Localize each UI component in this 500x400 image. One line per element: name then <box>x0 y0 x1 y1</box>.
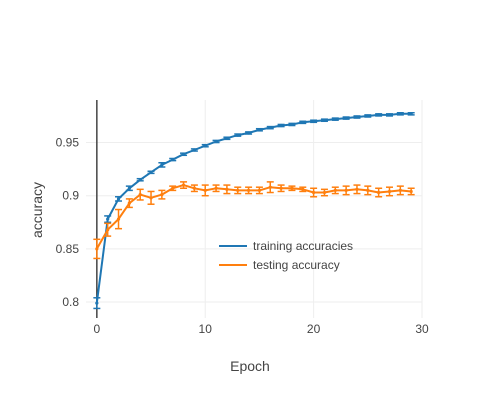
data-point-testing <box>149 196 153 200</box>
data-point-training <box>333 117 337 121</box>
x-tick-label: 0 <box>93 322 100 336</box>
data-point-training <box>268 126 272 130</box>
y-tick-label: 0.9 <box>62 189 79 203</box>
data-point-testing <box>225 187 229 191</box>
data-point-testing <box>409 189 413 194</box>
data-point-training <box>181 152 186 156</box>
data-point-testing <box>279 186 283 190</box>
data-point-testing <box>95 247 99 251</box>
data-point-testing <box>171 186 175 190</box>
data-point-training <box>377 113 381 117</box>
data-point-training <box>225 136 229 140</box>
y-tick-label: 0.8 <box>62 295 79 309</box>
data-point-training <box>160 163 164 167</box>
data-point-training <box>257 128 262 132</box>
x-axis-title: Epoch <box>230 358 270 374</box>
x-tick-label: 20 <box>307 322 321 336</box>
data-point-training <box>116 197 121 201</box>
data-point-testing <box>377 190 381 195</box>
data-point-training <box>366 114 370 118</box>
data-point-testing <box>312 190 316 195</box>
data-point-training <box>127 186 131 190</box>
data-point-testing <box>214 186 218 190</box>
data-point-testing <box>203 188 207 192</box>
y-axis-title: accuracy <box>29 182 45 238</box>
data-point-training <box>355 115 359 119</box>
data-point-testing <box>290 186 294 190</box>
legend-label-training: training accuracies <box>253 239 353 253</box>
data-point-testing <box>366 188 370 192</box>
data-point-training <box>214 139 218 144</box>
y-tick-label: 0.85 <box>56 242 80 256</box>
data-point-training <box>344 116 348 120</box>
data-point-training <box>192 148 196 152</box>
data-point-testing <box>387 189 392 194</box>
data-point-testing <box>355 187 359 191</box>
data-point-testing <box>138 193 142 197</box>
data-point-testing <box>322 190 327 195</box>
data-point-training <box>301 120 305 124</box>
data-point-training <box>95 301 99 305</box>
data-point-training <box>171 157 175 162</box>
data-point-testing <box>181 183 186 187</box>
data-point-testing <box>246 188 251 192</box>
data-point-testing <box>257 188 262 192</box>
x-tick-label: 10 <box>199 322 213 336</box>
series-layer <box>93 112 415 310</box>
data-point-training <box>387 113 392 117</box>
data-point-testing <box>268 185 272 189</box>
data-point-testing <box>106 228 110 232</box>
data-point-testing <box>236 188 240 192</box>
y-tick-label: 0.95 <box>56 136 80 150</box>
data-point-testing <box>116 217 121 221</box>
data-point-training <box>290 122 294 127</box>
series-line-testing <box>95 184 412 250</box>
tick-label-layer: 0.8 0.85 0.9 0.95 0 10 20 30 <box>56 136 429 336</box>
x-tick-label: 30 <box>415 322 429 336</box>
legend: training accuracies testing accuracy <box>219 239 353 272</box>
data-point-training <box>398 112 402 116</box>
data-point-training <box>203 144 207 148</box>
legend-label-testing: testing accuracy <box>253 258 340 272</box>
data-point-training <box>279 123 283 128</box>
data-point-testing <box>160 193 164 197</box>
data-point-testing <box>398 188 402 192</box>
data-point-training <box>149 170 153 174</box>
data-point-training <box>322 118 327 122</box>
data-point-testing <box>344 188 348 192</box>
data-point-testing <box>301 187 305 191</box>
data-point-training <box>409 112 413 116</box>
data-point-training <box>236 133 240 137</box>
data-point-testing <box>333 188 337 192</box>
data-point-training <box>312 119 316 123</box>
data-point-training <box>246 131 251 135</box>
data-point-testing <box>192 186 196 190</box>
data-point-testing <box>127 201 131 205</box>
grid-layer <box>86 100 423 318</box>
data-point-training <box>138 178 142 182</box>
data-point-training <box>106 217 110 221</box>
